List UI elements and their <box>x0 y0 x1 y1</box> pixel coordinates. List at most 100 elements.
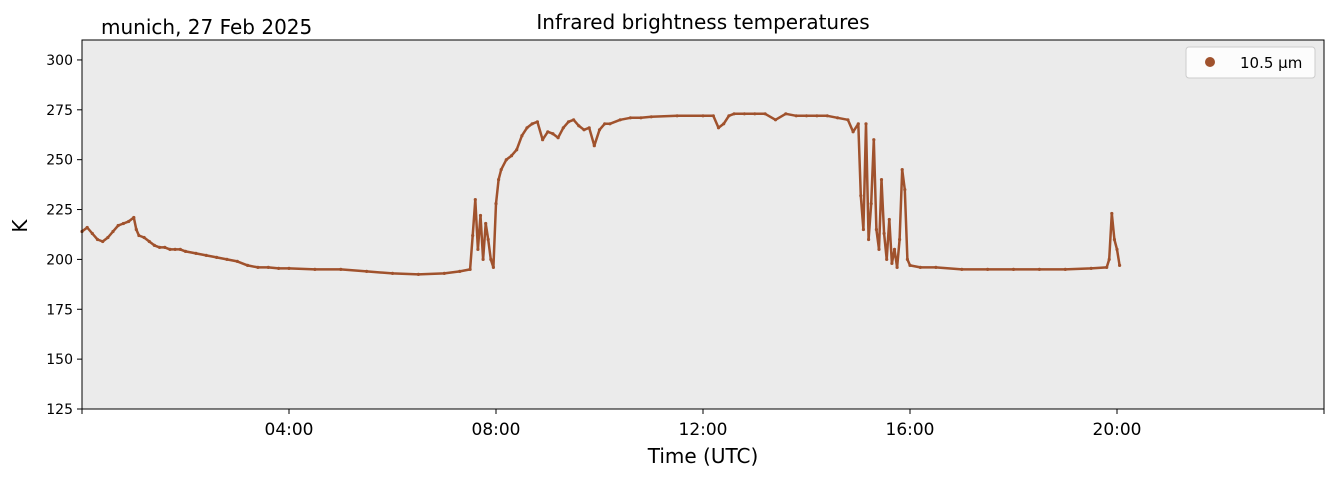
data-point-72 <box>608 122 612 126</box>
data-point-20 <box>178 247 182 251</box>
data-point-15 <box>152 243 156 247</box>
legend-marker <box>1205 57 1215 67</box>
data-point-65 <box>572 118 576 122</box>
data-point-88 <box>784 112 788 116</box>
data-point-25 <box>225 257 229 261</box>
data-point-14 <box>147 239 151 244</box>
x-tick-label-4: 04:00 <box>265 420 314 440</box>
data-point-63 <box>561 126 565 130</box>
data-point-39 <box>468 267 472 271</box>
data-point-10 <box>132 215 136 220</box>
data-point-94 <box>846 118 850 122</box>
y-axis-ticks: 125 150 175 200 225 250 275 300 <box>46 53 82 418</box>
x-tick-label-12: 12:00 <box>679 420 728 440</box>
data-point-53 <box>509 154 514 158</box>
data-point-103 <box>874 227 879 232</box>
data-point-95 <box>851 130 855 134</box>
x-tick-label-8: 08:00 <box>472 420 521 440</box>
data-point-69 <box>592 144 596 148</box>
data-point-48 <box>491 265 495 269</box>
x-axis-label: Time (UTC) <box>647 444 759 468</box>
data-point-37 <box>442 271 446 275</box>
data-point-5 <box>106 235 110 240</box>
data-point-86 <box>763 112 767 116</box>
data-point-130 <box>1118 263 1122 267</box>
data-point-79 <box>711 114 715 118</box>
data-point-105 <box>879 178 884 182</box>
data-point-121 <box>1011 267 1016 271</box>
data-point-100 <box>867 237 871 242</box>
data-point-76 <box>649 115 653 119</box>
data-point-82 <box>727 114 731 118</box>
data-point-46 <box>486 237 490 242</box>
data-point-23 <box>204 253 208 257</box>
data-point-36 <box>416 272 420 276</box>
data-point-106 <box>882 231 886 236</box>
data-point-96 <box>856 122 860 126</box>
x-tick-label-16: 16:00 <box>886 420 935 440</box>
data-point-70 <box>597 128 602 132</box>
data-point-35 <box>390 271 395 275</box>
data-point-108 <box>887 217 891 222</box>
y-tick-label-300: 300 <box>46 53 73 69</box>
data-point-78 <box>701 114 705 118</box>
data-point-80 <box>716 126 721 130</box>
data-point-27 <box>246 263 250 267</box>
data-point-6 <box>111 229 115 234</box>
data-point-71 <box>603 122 607 126</box>
data-point-44 <box>481 257 485 261</box>
data-point-56 <box>525 126 529 130</box>
data-point-89 <box>794 114 798 118</box>
data-point-87 <box>773 118 778 122</box>
data-point-91 <box>815 114 819 118</box>
data-point-61 <box>551 132 555 136</box>
data-point-29 <box>266 265 270 269</box>
y-tick-label-225: 225 <box>46 203 73 219</box>
data-point-60 <box>546 130 550 134</box>
data-point-85 <box>753 112 757 116</box>
data-point-59 <box>541 138 545 142</box>
data-point-97 <box>859 194 863 198</box>
data-point-4 <box>101 239 105 244</box>
data-point-1 <box>85 225 89 230</box>
data-point-43 <box>478 213 483 218</box>
data-point-54 <box>515 148 519 152</box>
legend-box <box>1185 46 1316 79</box>
data-point-22 <box>194 251 198 255</box>
data-point-62 <box>556 136 560 140</box>
plot-area <box>82 40 1324 409</box>
data-point-42 <box>476 247 480 251</box>
data-point-51 <box>499 168 503 172</box>
data-point-92 <box>825 114 829 118</box>
y-tick-label-150: 150 <box>46 352 73 368</box>
data-point-12 <box>137 233 141 238</box>
data-point-19 <box>173 247 177 251</box>
data-point-83 <box>732 112 736 116</box>
data-point-117 <box>918 265 922 269</box>
data-point-90 <box>804 114 809 118</box>
data-point-112 <box>898 237 902 242</box>
data-point-49 <box>494 202 498 206</box>
data-point-68 <box>587 126 591 130</box>
chart-title: Infrared brightness temperatures <box>536 10 869 34</box>
data-point-3 <box>95 237 100 242</box>
data-point-102 <box>872 138 876 142</box>
data-point-101 <box>869 202 873 206</box>
data-point-58 <box>535 120 540 124</box>
data-point-77 <box>675 114 679 118</box>
data-point-128 <box>1112 237 1116 242</box>
data-point-50 <box>497 178 501 182</box>
data-point-41 <box>473 198 477 202</box>
data-point-8 <box>121 221 125 226</box>
data-point-115 <box>905 257 910 261</box>
data-point-21 <box>183 249 188 253</box>
data-point-73 <box>618 118 622 122</box>
data-point-7 <box>116 223 120 228</box>
data-point-84 <box>742 112 747 116</box>
data-point-126 <box>1107 257 1111 261</box>
data-point-66 <box>577 124 581 128</box>
data-point-110 <box>892 247 897 251</box>
data-point-93 <box>835 116 840 120</box>
data-point-17 <box>163 245 167 249</box>
series-10-5um <box>80 112 1122 276</box>
